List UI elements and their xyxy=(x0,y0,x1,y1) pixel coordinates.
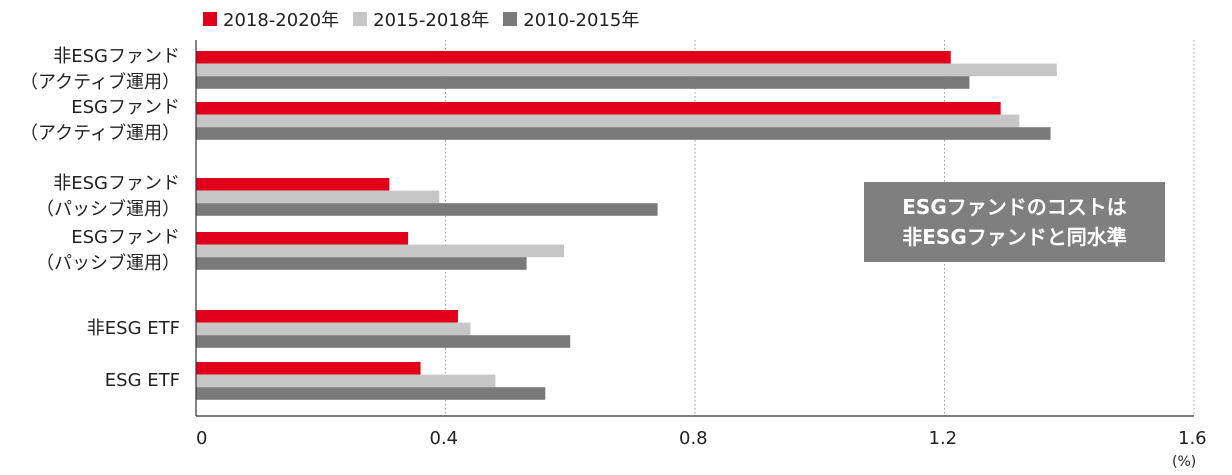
legend-label: 2015-2018年 xyxy=(373,10,490,31)
category-label: ESGファンド （パッシブ運用） xyxy=(36,225,180,277)
category-label-line: （アクティブ運用） xyxy=(19,71,180,93)
chart-legend: 2018-2020年 2015-2018年 2010-2015年 xyxy=(203,6,653,32)
bar-4-0 xyxy=(196,310,458,323)
legend-item-2018-2020: 2018-2020年 xyxy=(203,6,339,32)
bar-5-1 xyxy=(196,374,496,388)
x-tick-label: 1.2 xyxy=(928,428,958,449)
bar-0-1 xyxy=(196,63,1057,77)
bar-1-1 xyxy=(196,114,1020,128)
legend-item-2015-2018: 2015-2018年 xyxy=(353,6,489,32)
category-label-line: ESG ETF xyxy=(104,369,180,391)
category-label-line: 非ESG ETF xyxy=(86,317,180,339)
legend-swatch-red xyxy=(203,12,217,26)
category-label: 非ESGファンド （アクティブ運用） xyxy=(20,44,180,96)
bar-4-2 xyxy=(196,335,571,348)
category-label-line: ESGファンド xyxy=(71,96,180,118)
x-tick-label: 1.6 xyxy=(1178,428,1207,449)
legend-swatch-dark-gray xyxy=(503,12,518,26)
bar-3-1 xyxy=(196,244,565,258)
legend-swatch-light-gray xyxy=(353,12,368,26)
category-label: ESGファンド （アクティブ運用） xyxy=(20,95,180,147)
category-label: 非ESG ETF xyxy=(87,316,180,342)
legend-label: 2010-2015年 xyxy=(523,10,640,31)
category-label: ESG ETF xyxy=(105,368,180,394)
callout-line-1: ESGファンドのコストは xyxy=(902,195,1127,219)
bar-1-0 xyxy=(196,102,1001,115)
category-label-line: （パッシブ運用） xyxy=(36,198,180,220)
legend-label: 2018-2020年 xyxy=(223,10,340,31)
bar-2-0 xyxy=(196,178,390,191)
bar-3-0 xyxy=(196,232,409,245)
bar-1-2 xyxy=(196,127,1051,140)
category-label-line: （パッシブ運用） xyxy=(36,252,180,274)
bar-3-2 xyxy=(196,257,527,270)
bar-0-2 xyxy=(196,76,970,89)
legend-item-2010-2015: 2010-2015年 xyxy=(503,6,639,32)
bar-2-1 xyxy=(196,190,440,204)
x-axis-unit: (%) xyxy=(1172,454,1197,470)
callout-box: ESGファンドのコストは 非ESGファンドと同水準 xyxy=(864,182,1165,262)
bar-4-1 xyxy=(196,322,471,336)
category-label: 非ESGファンド （パッシブ運用） xyxy=(36,171,180,223)
category-label-line: 非ESGファンド xyxy=(53,45,180,67)
category-label-line: 非ESGファンド xyxy=(53,172,180,194)
x-tick-label: 0.4 xyxy=(429,428,459,449)
bar-0-0 xyxy=(196,51,951,64)
bar-2-2 xyxy=(196,203,658,216)
category-label-line: （アクティブ運用） xyxy=(19,122,180,144)
callout-line-2: 非ESGファンドと同水準 xyxy=(902,225,1127,249)
x-tick-label: 0.8 xyxy=(679,428,708,449)
category-label-line: ESGファンド xyxy=(71,226,180,248)
bar-5-2 xyxy=(196,387,546,400)
bar-5-0 xyxy=(196,362,421,375)
x-tick-label: 0 xyxy=(196,428,208,449)
